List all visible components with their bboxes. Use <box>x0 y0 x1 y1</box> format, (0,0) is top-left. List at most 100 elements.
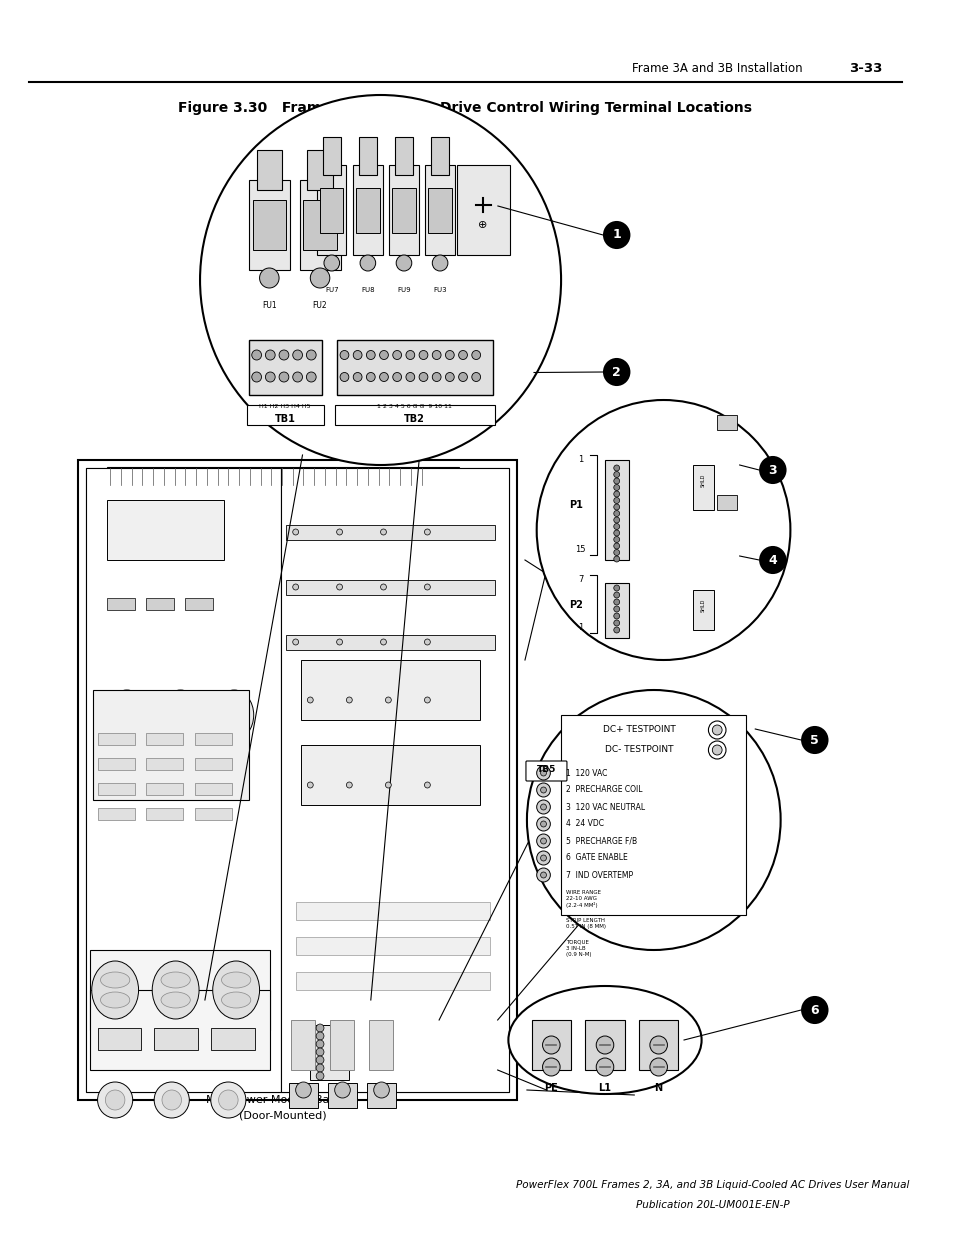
Text: 4  24 VDC: 4 24 VDC <box>565 820 603 829</box>
Circle shape <box>293 638 298 645</box>
Circle shape <box>801 727 826 753</box>
Bar <box>78 459 517 1100</box>
Bar <box>395 137 413 175</box>
Text: PE: PE <box>544 1083 558 1093</box>
Text: 1: 1 <box>578 456 582 464</box>
Text: TB1: TB1 <box>274 414 295 424</box>
Bar <box>249 180 290 270</box>
Text: FU2: FU2 <box>313 300 327 310</box>
Ellipse shape <box>508 986 700 1094</box>
Text: 2  PRECHARGE COIL: 2 PRECHARGE COIL <box>565 785 641 794</box>
Text: 7  IND OVERTEMP: 7 IND OVERTEMP <box>565 871 633 879</box>
Bar <box>97 808 134 820</box>
Circle shape <box>393 373 401 382</box>
Circle shape <box>708 741 725 760</box>
Circle shape <box>596 1036 613 1053</box>
Text: 3: 3 <box>768 463 777 477</box>
Circle shape <box>445 351 454 359</box>
Bar <box>428 188 452 233</box>
Circle shape <box>295 1082 311 1098</box>
Circle shape <box>613 504 619 510</box>
Bar <box>97 1028 141 1050</box>
Bar <box>146 758 183 769</box>
Bar <box>86 468 281 1092</box>
Bar <box>253 200 286 249</box>
Ellipse shape <box>161 992 190 1008</box>
Text: M6 - Power Module Bay Fan: M6 - Power Module Bay Fan <box>206 1095 359 1105</box>
Bar <box>146 598 173 610</box>
Circle shape <box>537 851 550 864</box>
Circle shape <box>540 839 546 844</box>
Circle shape <box>97 1082 132 1118</box>
Text: STRIP LENGTH
0.5T IN (8 MM): STRIP LENGTH 0.5T IN (8 MM) <box>565 918 605 929</box>
Circle shape <box>613 466 619 471</box>
Bar <box>211 1028 254 1050</box>
Bar <box>717 415 736 430</box>
Text: FU9: FU9 <box>396 287 411 293</box>
Circle shape <box>760 457 784 483</box>
Bar <box>154 1028 198 1050</box>
Text: 7: 7 <box>578 576 582 584</box>
Bar <box>247 405 324 425</box>
Circle shape <box>445 373 454 382</box>
Circle shape <box>293 584 298 590</box>
Bar <box>316 165 346 254</box>
Ellipse shape <box>214 690 253 740</box>
Bar <box>692 590 714 630</box>
Text: FU8: FU8 <box>360 287 375 293</box>
Circle shape <box>537 400 790 659</box>
Circle shape <box>105 1091 125 1110</box>
Bar <box>286 580 495 595</box>
Bar <box>392 188 416 233</box>
Circle shape <box>649 1036 667 1053</box>
Circle shape <box>613 599 619 605</box>
Circle shape <box>613 585 619 592</box>
Bar <box>604 459 629 559</box>
Text: P1: P1 <box>568 500 582 510</box>
Bar <box>289 1083 317 1108</box>
Circle shape <box>596 1058 613 1076</box>
Circle shape <box>613 543 619 550</box>
Text: SHLD: SHLD <box>700 473 705 487</box>
Circle shape <box>336 584 342 590</box>
Circle shape <box>613 620 619 626</box>
Circle shape <box>307 697 313 703</box>
Bar <box>146 734 183 745</box>
Bar <box>146 808 183 820</box>
Text: FU1: FU1 <box>262 300 276 310</box>
Ellipse shape <box>108 690 146 740</box>
Circle shape <box>346 697 352 703</box>
Circle shape <box>315 1040 324 1049</box>
Circle shape <box>613 613 619 619</box>
Circle shape <box>366 351 375 359</box>
Circle shape <box>472 351 480 359</box>
Bar <box>456 165 510 254</box>
Circle shape <box>335 1082 350 1098</box>
Circle shape <box>537 800 550 814</box>
Bar <box>86 468 509 1092</box>
Text: 1: 1 <box>578 624 582 632</box>
Circle shape <box>380 529 386 535</box>
Circle shape <box>293 372 302 382</box>
Circle shape <box>154 1082 189 1118</box>
Circle shape <box>418 373 428 382</box>
Circle shape <box>540 787 546 793</box>
Bar <box>355 188 379 233</box>
Circle shape <box>339 373 349 382</box>
Circle shape <box>540 821 546 827</box>
Bar <box>108 500 224 559</box>
Bar <box>299 180 340 270</box>
Circle shape <box>712 745 721 755</box>
Text: DC+ TESTPOINT: DC+ TESTPOINT <box>602 725 675 735</box>
Bar <box>639 1020 678 1070</box>
Bar <box>692 466 714 510</box>
Bar <box>286 525 495 540</box>
Circle shape <box>760 547 784 573</box>
Text: P2: P2 <box>568 600 582 610</box>
Circle shape <box>359 254 375 270</box>
Bar <box>310 1025 349 1079</box>
Circle shape <box>406 351 415 359</box>
Circle shape <box>613 627 619 634</box>
Circle shape <box>537 834 550 848</box>
Circle shape <box>613 484 619 490</box>
